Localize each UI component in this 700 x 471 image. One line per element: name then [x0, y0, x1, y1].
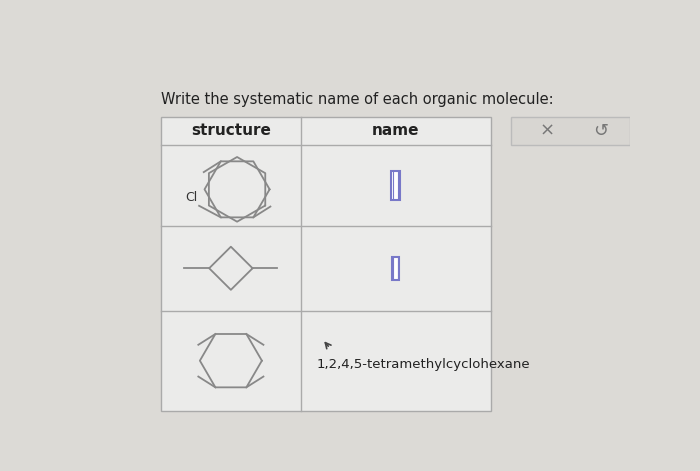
Text: 1,2,4,5-tetramethylcyclohexane: 1,2,4,5-tetramethylcyclohexane	[316, 358, 530, 371]
Bar	[512, 117, 630, 145]
Text: Write the systematic name of each organic molecule:: Write the systematic name of each organi…	[161, 92, 554, 107]
Bar	[161, 117, 491, 411]
Text: ↺: ↺	[593, 122, 608, 140]
Text: Cl: Cl	[186, 191, 197, 204]
Bar	[392, 257, 400, 280]
Text: ×: ×	[540, 122, 554, 140]
Bar	[391, 171, 400, 200]
Text: structure: structure	[191, 123, 271, 138]
Text: name: name	[372, 123, 419, 138]
